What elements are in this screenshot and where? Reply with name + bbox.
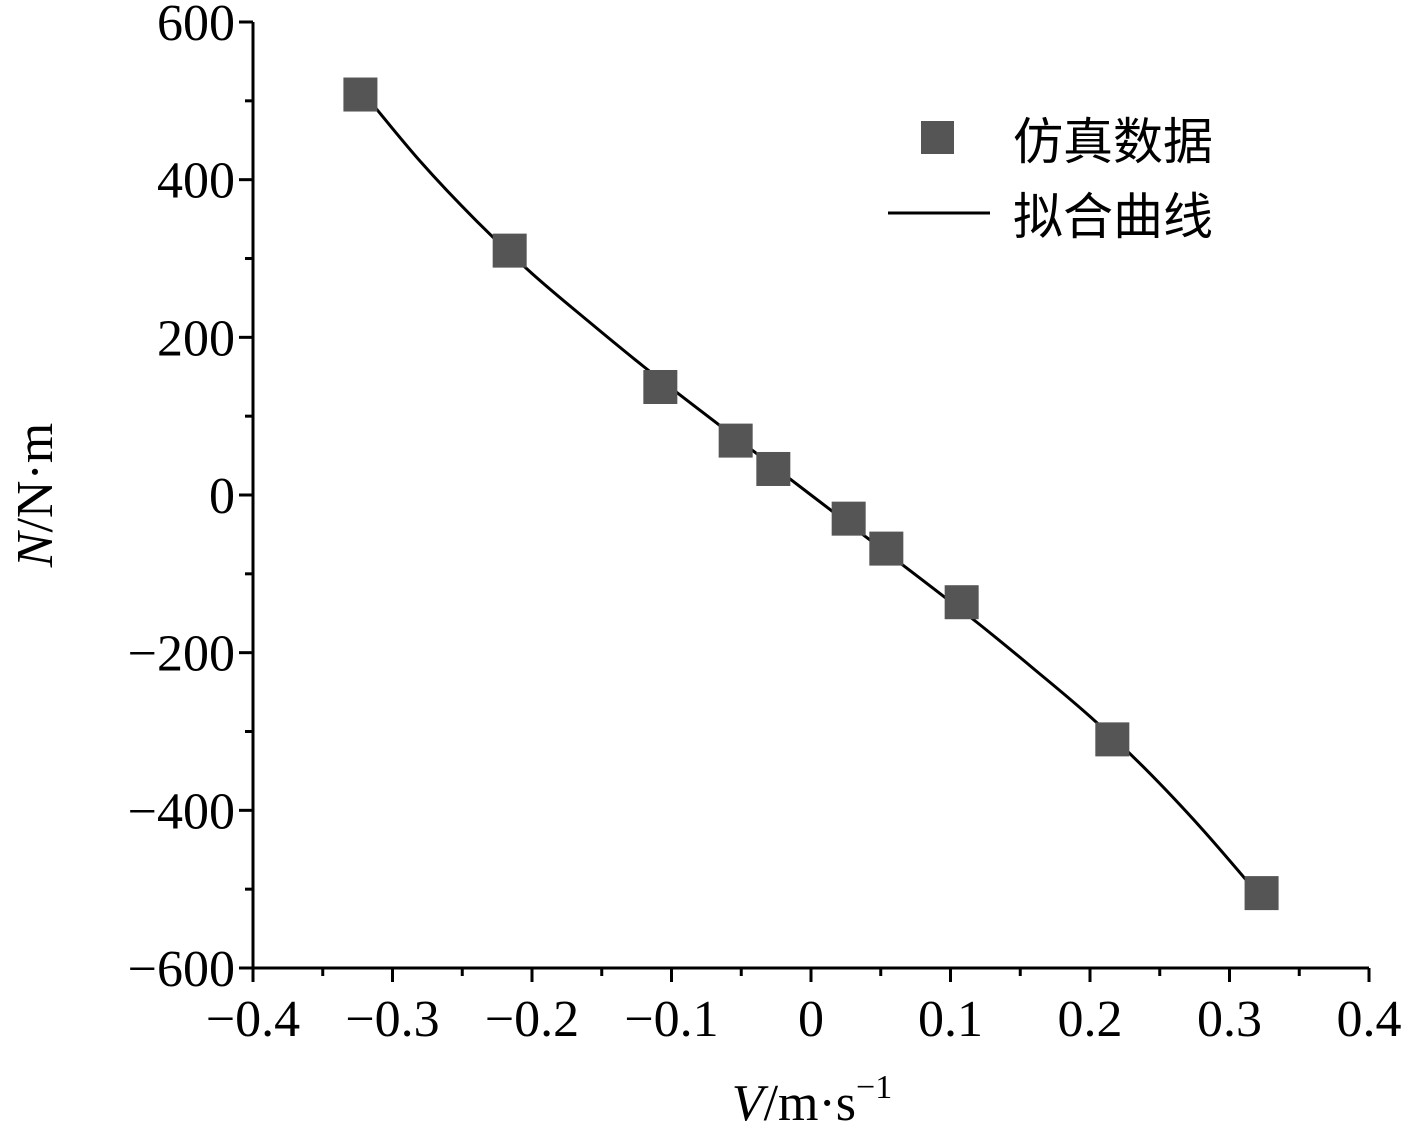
legend-label-simulation: 仿真数据	[1013, 113, 1213, 171]
y-axis-unit: /N·m	[7, 423, 64, 533]
x-tick-label: 0	[798, 991, 824, 1048]
data-point	[831, 501, 866, 536]
y-tick-label: −600	[128, 941, 235, 998]
data-point	[1244, 876, 1279, 911]
y-tick-label: −200	[128, 626, 235, 683]
x-axis-symbol: V	[732, 1075, 769, 1128]
data-points-layer	[343, 77, 1279, 911]
data-point	[756, 451, 791, 486]
x-tick-label: 0.4	[1337, 991, 1402, 1048]
x-tick-label: 0.3	[1197, 991, 1262, 1048]
y-tick-label: −400	[128, 783, 235, 840]
x-axis-unit: /m·s	[764, 1075, 856, 1128]
x-axis-unit-exponent: −1	[856, 1069, 892, 1106]
data-point	[1095, 722, 1130, 757]
y-axis-symbol: N	[7, 529, 64, 568]
x-tick-label: −0.1	[624, 991, 718, 1048]
data-point	[944, 585, 979, 620]
x-tick-label: −0.4	[206, 991, 300, 1048]
data-point	[869, 531, 904, 566]
y-tick-label: 200	[157, 310, 235, 367]
x-tick-label: −0.3	[345, 991, 439, 1048]
legend: 仿真数据 拟合曲线	[888, 113, 1213, 246]
y-tick-label: 400	[157, 153, 235, 210]
y-axis-title: N/N·m	[7, 423, 64, 568]
x-tick-label: 0.2	[1058, 991, 1123, 1048]
x-axis-title: V/m·s−1	[732, 1069, 892, 1128]
data-point	[643, 369, 678, 404]
y-tick-label: 0	[209, 468, 235, 525]
legend-label-fit: 拟合曲线	[1013, 188, 1213, 246]
data-point	[492, 233, 527, 268]
data-point	[718, 423, 753, 458]
legend-marker-square	[921, 121, 954, 154]
x-tick-label: −0.2	[485, 991, 579, 1048]
y-tick-label: 600	[157, 0, 235, 52]
tick-labels: −0.4 −0.3 −0.2 −0.1 0 0.1 0.2 0.3 0.4 600 400 200 0 −…	[128, 0, 1402, 1048]
x-tick-label: 0.1	[918, 991, 983, 1048]
tick-marks	[239, 20, 1371, 982]
data-point	[343, 77, 378, 112]
